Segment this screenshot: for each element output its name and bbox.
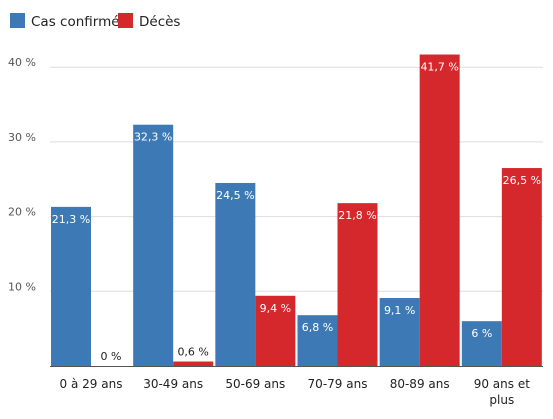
bar-value-label: 6,8 % <box>302 321 333 334</box>
x-category-label: 30-49 ans <box>143 377 203 391</box>
x-category-label: 80-89 ans <box>390 377 450 391</box>
legend: Cas confirmés Décès <box>10 13 180 30</box>
bar-value-label: 9,4 % <box>260 302 291 315</box>
bar <box>337 203 378 366</box>
legend-label: Cas confirmés <box>31 14 127 30</box>
x-axis-labels: 0 à 29 ans 30-49 ans 50-69 ans 70-79 ans 80-… <box>60 377 531 407</box>
bar-value-label: 21,3 % <box>52 213 90 226</box>
bar <box>297 315 338 366</box>
y-tick-label: 20 % <box>8 206 36 219</box>
y-tick-label: 30 % <box>8 131 36 144</box>
y-axis-ticks: 10 % 20 % 30 % 40 % <box>8 56 36 293</box>
x-category-label: 70-79 ans <box>308 377 368 391</box>
bar <box>51 206 91 366</box>
bar-value-label: 21,8 % <box>338 209 376 222</box>
y-tick-label: 40 % <box>8 56 36 69</box>
bars <box>51 54 542 367</box>
legend-swatch <box>118 13 133 28</box>
legend-label: Décès <box>139 14 180 30</box>
y-tick-label: 10 % <box>8 280 36 293</box>
bar-value-label: 0,6 % <box>177 346 208 359</box>
bar-value-label: 9,1 % <box>384 304 415 317</box>
bar <box>501 168 542 366</box>
bar-value-label: 24,5 % <box>216 189 254 202</box>
bar <box>255 295 296 366</box>
bar-value-label: 26,5 % <box>503 174 541 187</box>
x-category-label: 0 à 29 ans <box>60 377 123 391</box>
bar-value-label: 32,3 % <box>134 131 172 144</box>
bar-value-label: 0 % <box>101 350 122 363</box>
x-category-label: 50-69 ans <box>225 377 285 391</box>
legend-swatch <box>10 13 25 28</box>
bar <box>173 361 214 366</box>
gridlines <box>50 66 543 292</box>
bar <box>419 54 460 366</box>
bar <box>461 321 502 366</box>
bar <box>215 182 256 366</box>
bar-value-label: 6 % <box>471 327 492 340</box>
bar <box>379 298 420 366</box>
bar-value-label: 41,7 % <box>420 61 458 74</box>
bar <box>133 124 174 367</box>
x-category-label: 90 ans et plus <box>474 377 530 407</box>
value-labels: 21,3 % 0 % 32,3 % 0,6 % 24,5 % 9,4 % 6,8 % 21,8… <box>52 61 541 363</box>
